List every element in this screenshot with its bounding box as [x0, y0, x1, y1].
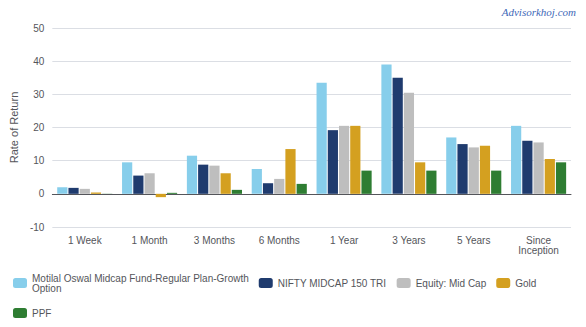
svg-text:6 Months: 6 Months — [259, 235, 300, 246]
svg-text:30: 30 — [33, 89, 45, 100]
svg-text:1 Week: 1 Week — [68, 235, 103, 246]
svg-text:1 Month: 1 Month — [132, 235, 168, 246]
svg-text:40: 40 — [33, 56, 45, 67]
svg-text:3 Months: 3 Months — [194, 235, 235, 246]
svg-text:3 Years: 3 Years — [392, 235, 425, 246]
svg-text:Option: Option — [32, 283, 61, 294]
svg-text:Rate of Return: Rate of Return — [8, 92, 20, 164]
svg-text:Since: Since — [526, 234, 552, 246]
svg-text:Advisorkhoj.com: Advisorkhoj.com — [501, 6, 576, 18]
svg-text:50: 50 — [33, 23, 45, 34]
svg-text:0: 0 — [39, 188, 45, 199]
svg-text:-10: -10 — [30, 222, 45, 233]
svg-text:10: 10 — [33, 155, 45, 166]
svg-text:Inception: Inception — [518, 245, 559, 256]
svg-text:5 Years: 5 Years — [457, 235, 490, 246]
svg-text:PPF: PPF — [32, 308, 51, 319]
svg-text:Motilal Oswal Midcap Fund-Regu: Motilal Oswal Midcap Fund-Regular Plan-G… — [32, 273, 249, 284]
svg-text:NIFTY MIDCAP 150 TRI: NIFTY MIDCAP 150 TRI — [278, 278, 386, 289]
svg-text:1 Year: 1 Year — [330, 235, 359, 246]
svg-text:20: 20 — [33, 122, 45, 133]
svg-text:Gold: Gold — [515, 278, 536, 289]
svg-text:Equity: Mid Cap: Equity: Mid Cap — [416, 278, 487, 289]
